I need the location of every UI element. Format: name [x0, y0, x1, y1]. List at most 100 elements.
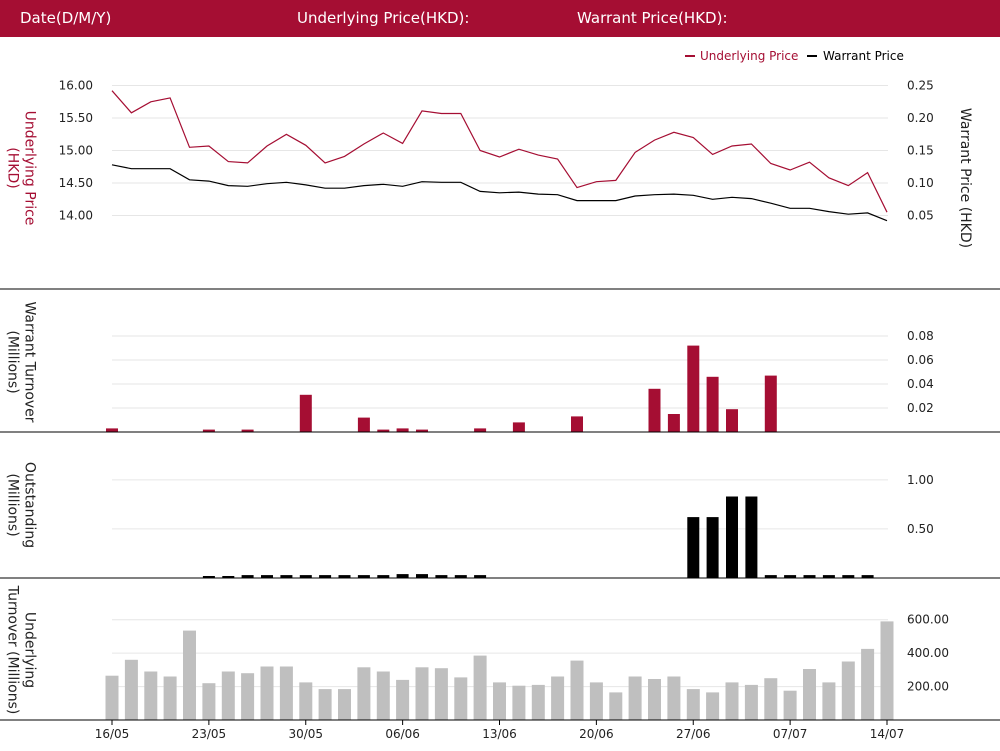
underlying-price-line — [111, 90, 888, 213]
outstanding-axis-label-line: Outstanding — [22, 462, 38, 548]
warrant-turnover-ytick: 0.02 — [907, 401, 934, 415]
outstanding-bar — [299, 575, 312, 578]
underlying-turnover-bar — [144, 671, 158, 720]
underlying-turnover-bar — [357, 667, 371, 720]
outstanding-bar — [280, 575, 293, 578]
outstanding-bar — [745, 496, 758, 578]
date-label: Date(D/M/Y) — [20, 9, 112, 27]
underlying-price-axis-label-line: (HKD) — [5, 147, 21, 188]
warrant-turnover-ytick: 0.04 — [907, 377, 934, 391]
underlying-turnover-bar — [861, 648, 875, 720]
x-tick-label: 20/06 — [579, 727, 614, 741]
underlying-turnover-axis-label-line: Underlying — [22, 612, 38, 688]
underlying-turnover-bar — [473, 655, 487, 720]
outstanding-bar — [222, 576, 235, 578]
outstanding-bar — [726, 496, 738, 578]
underlying-turnover-bar — [163, 676, 177, 720]
x-tick-label: 30/05 — [288, 727, 323, 741]
outstanding-bar — [261, 575, 273, 578]
legend-warrant-label: Warrant Price — [823, 49, 904, 63]
underlying-turnover-ytick: 600.00 — [907, 613, 949, 627]
underlying-turnover-bar — [105, 675, 119, 720]
underlying-turnover-bar — [589, 682, 603, 720]
outstanding-bar — [396, 574, 409, 578]
underlying-turnover-bar — [570, 660, 584, 720]
outstanding-bar — [822, 575, 835, 578]
warrant-turnover-bar — [474, 428, 487, 432]
outstanding-bar — [784, 575, 797, 578]
warrant-price-axis-label: Warrant Price (HKD) — [957, 108, 973, 248]
warrant-price-label: Warrant Price(HKD): — [577, 9, 728, 27]
warrant-turnover-bar — [648, 388, 661, 432]
underlying-turnover-bar — [783, 690, 797, 720]
x-tick-label: 07/07 — [773, 727, 808, 741]
warrant-turnover-axis-label-line: (Millions) — [5, 330, 21, 393]
underlying-turnover-bar — [338, 689, 351, 720]
underlying-turnover-bar — [667, 676, 681, 720]
outstanding-bar — [338, 575, 351, 578]
underlying-turnover-bar — [202, 683, 216, 720]
header-bar: Date(D/M/Y) Underlying Price(HKD): Warra… — [0, 0, 1000, 37]
underlying-turnover-bar — [376, 671, 390, 720]
underlying-turnover-bar — [725, 682, 739, 720]
outstanding-bar — [803, 575, 816, 578]
outstanding-bar — [842, 575, 855, 578]
warrant-turnover-bar — [416, 429, 428, 432]
warrant-turnover-bar — [396, 428, 409, 432]
underlying-turnover-bar — [434, 668, 448, 720]
x-tick-label: 27/06 — [676, 727, 711, 741]
price-ytick-left: 15.00 — [59, 144, 93, 158]
underlying-turnover-bar — [880, 621, 894, 720]
warrant-turnover-ytick: 0.08 — [907, 329, 934, 343]
x-tick-label: 16/05 — [95, 727, 130, 741]
price-ytick-right: 0.20 — [907, 111, 934, 125]
warrant-turnover-bar — [377, 429, 390, 432]
underlying-turnover-bar — [648, 679, 661, 720]
underlying-turnover-bar — [260, 666, 274, 720]
underlying-turnover-axis-label-line: Turnover (Millions) — [5, 585, 21, 715]
warrant-turnover-bar — [667, 414, 680, 432]
warrant-turnover-bar — [202, 429, 215, 432]
underlying-turnover-bar — [454, 677, 468, 720]
outstanding-bar — [416, 574, 428, 578]
warrant-turnover-bar — [357, 417, 370, 432]
underlying-turnover-ytick: 200.00 — [907, 680, 949, 694]
outstanding-bar — [474, 575, 487, 578]
outstanding-ytick: 1.00 — [907, 473, 934, 487]
outstanding-bar — [764, 575, 777, 578]
underlying-turnover-bar — [512, 685, 526, 720]
x-tick-label: 23/05 — [192, 727, 227, 741]
underlying-price-axis-label: Underlying Price(HKD) — [5, 111, 38, 226]
underlying-turnover-bar — [415, 667, 429, 720]
outstanding-bar — [319, 575, 332, 578]
warrant-turnover-ytick: 0.06 — [907, 353, 934, 367]
price-ytick-left: 15.50 — [59, 111, 93, 125]
outstanding-bar — [377, 575, 390, 578]
price-ytick-right: 0.25 — [907, 79, 934, 93]
outstanding-bar — [861, 575, 874, 578]
underlying-turnover-bar — [183, 630, 196, 720]
underlying-turnover-ytick: 400.00 — [907, 646, 949, 660]
underlying-turnover-bar — [318, 689, 332, 720]
warrant-turnover-bar — [241, 429, 254, 432]
underlying-turnover-bar — [241, 673, 255, 720]
x-tick-label: 06/06 — [385, 727, 420, 741]
warrant-turnover-bar — [764, 375, 777, 432]
underlying-turnover-bar — [279, 666, 293, 720]
underlying-turnover-bar — [764, 678, 778, 720]
warrant-turnover-axis-label-line: Warrant Turnover — [22, 301, 38, 422]
outstanding-bar — [357, 575, 370, 578]
underlying-turnover-bar — [609, 692, 623, 720]
outstanding-bar — [202, 576, 215, 578]
outstanding-bar — [454, 575, 467, 578]
underlying-turnover-bar — [396, 679, 410, 720]
warrant-turnover-bar — [706, 376, 719, 432]
outstanding-ytick: 0.50 — [907, 522, 934, 536]
underlying-turnover-bar — [706, 692, 720, 720]
warrant-turnover-bar — [687, 345, 700, 432]
underlying-turnover-axis-label: UnderlyingTurnover (Millions) — [5, 585, 38, 715]
underlying-turnover-bar — [124, 659, 138, 720]
warrant-turnover-bar — [571, 416, 583, 432]
x-tick-label: 14/07 — [870, 727, 905, 741]
